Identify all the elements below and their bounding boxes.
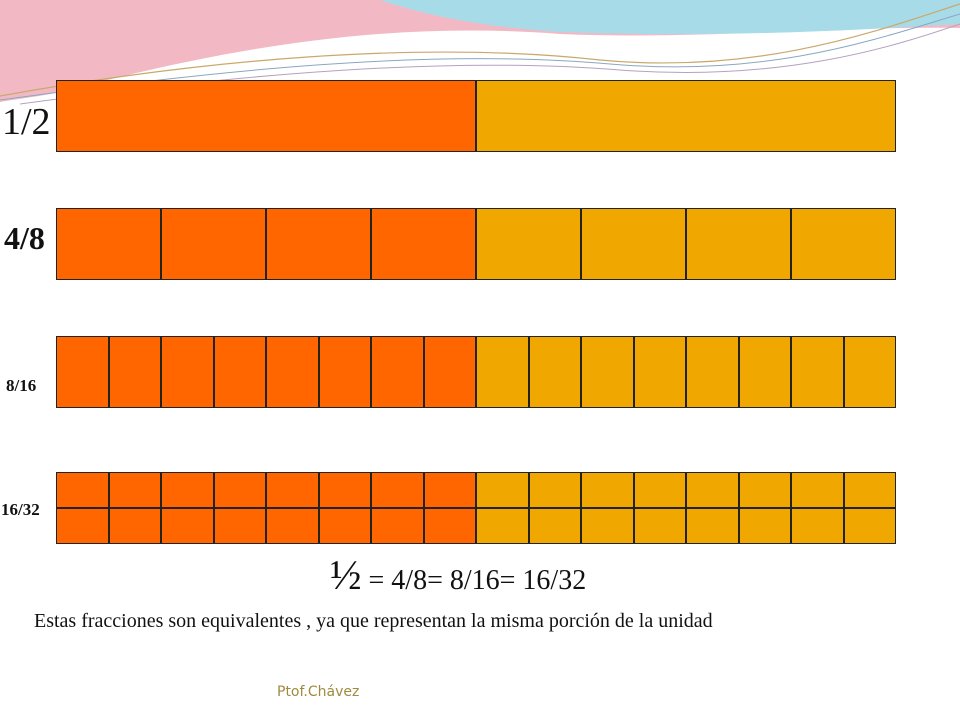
equivalence-equation: ½ = 4/8= 8/16= 16/32: [330, 552, 586, 600]
fraction-part-unshaded: [791, 472, 844, 508]
fraction-part-unshaded: [843, 336, 896, 408]
fraction-bar-16-32: [56, 472, 896, 544]
fraction-part-unshaded: [633, 336, 686, 408]
fraction-part-shaded: [56, 80, 476, 152]
fraction-part-shaded: [213, 472, 266, 508]
fraction-part-unshaded: [476, 336, 529, 408]
fraction-part-shaded: [423, 508, 476, 544]
fraction-part-unshaded: [686, 472, 739, 508]
fraction-part-shaded: [161, 508, 214, 544]
fraction-part-unshaded: [686, 208, 791, 280]
fraction-part-unshaded: [581, 508, 634, 544]
fraction-part-shaded: [56, 208, 161, 280]
fraction-part-shaded: [108, 508, 161, 544]
fraction-part-shaded: [371, 336, 424, 408]
fraction-part-shaded: [161, 208, 266, 280]
equation-half: ½: [330, 553, 362, 599]
fraction-part-unshaded: [791, 208, 896, 280]
author-credit: Ptof.Chávez: [277, 684, 360, 700]
fraction-part-unshaded: [476, 80, 896, 152]
fraction-part-unshaded: [476, 508, 529, 544]
fraction-bar-1-2: [56, 80, 896, 152]
fraction-part-unshaded: [843, 508, 896, 544]
fraction-part-shaded: [56, 508, 109, 544]
fraction-part-shaded: [318, 336, 371, 408]
fraction-part-unshaded: [528, 508, 581, 544]
fraction-part-unshaded: [686, 336, 739, 408]
fraction-part-unshaded: [633, 472, 686, 508]
fraction-part-shaded: [56, 472, 109, 508]
fraction-part-unshaded: [843, 472, 896, 508]
fraction-part-shaded: [423, 336, 476, 408]
fraction-part-shaded: [266, 208, 371, 280]
fraction-part-unshaded: [791, 336, 844, 408]
fraction-part-unshaded: [476, 208, 581, 280]
fraction-part-shaded: [266, 336, 319, 408]
fraction-part-shaded: [371, 208, 476, 280]
fraction-part-shaded: [371, 508, 424, 544]
fraction-part-shaded: [371, 472, 424, 508]
conclusion-text: Estas fracciones son equivalentes , ya q…: [34, 610, 713, 632]
fraction-part-shaded: [318, 472, 371, 508]
fraction-part-shaded: [266, 508, 319, 544]
fraction-part-shaded: [423, 472, 476, 508]
fraction-part-unshaded: [581, 208, 686, 280]
fraction-bar-4-8: [56, 208, 896, 280]
fraction-part-shaded: [213, 508, 266, 544]
fraction-part-shaded: [318, 508, 371, 544]
fraction-label-1-2: 1/2: [2, 101, 51, 143]
fraction-part-unshaded: [738, 336, 791, 408]
fraction-part-unshaded: [633, 508, 686, 544]
fraction-label-8-16: 8/16: [6, 376, 37, 395]
fraction-part-shaded: [56, 336, 109, 408]
fraction-part-shaded: [161, 336, 214, 408]
fraction-part-shaded: [213, 336, 266, 408]
fraction-part-shaded: [108, 472, 161, 508]
fraction-part-unshaded: [738, 508, 791, 544]
fraction-part-unshaded: [528, 472, 581, 508]
fraction-part-unshaded: [581, 336, 634, 408]
fraction-part-shaded: [266, 472, 319, 508]
fraction-bar-8-16: [56, 336, 896, 408]
fraction-label-16-32: 16/32: [1, 500, 40, 519]
fraction-part-unshaded: [686, 508, 739, 544]
fraction-part-unshaded: [738, 472, 791, 508]
fraction-part-shaded: [108, 336, 161, 408]
fraction-part-unshaded: [791, 508, 844, 544]
fraction-part-unshaded: [528, 336, 581, 408]
fraction-label-4-8: 4/8: [4, 220, 45, 256]
fraction-part-unshaded: [476, 472, 529, 508]
fraction-part-shaded: [161, 472, 214, 508]
equation-rest: = 4/8= 8/16= 16/32: [361, 565, 587, 596]
fraction-part-unshaded: [581, 472, 634, 508]
